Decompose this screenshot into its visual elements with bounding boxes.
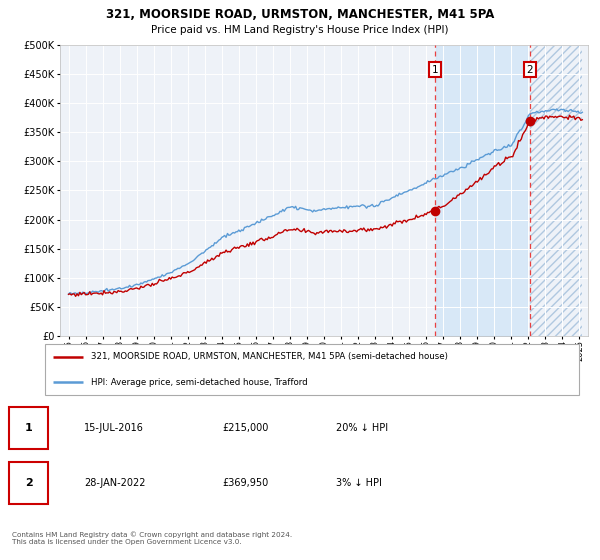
Text: 3% ↓ HPI: 3% ↓ HPI	[336, 478, 382, 488]
FancyBboxPatch shape	[45, 344, 580, 395]
Text: 20% ↓ HPI: 20% ↓ HPI	[336, 423, 388, 433]
Text: £215,000: £215,000	[222, 423, 268, 433]
Text: £369,950: £369,950	[222, 478, 268, 488]
Text: 28-JAN-2022: 28-JAN-2022	[84, 478, 146, 488]
Text: 15-JUL-2016: 15-JUL-2016	[84, 423, 144, 433]
Text: Price paid vs. HM Land Registry's House Price Index (HPI): Price paid vs. HM Land Registry's House …	[151, 25, 449, 35]
FancyBboxPatch shape	[9, 463, 48, 504]
Text: 1: 1	[25, 423, 32, 433]
Text: Contains HM Land Registry data © Crown copyright and database right 2024.
This d: Contains HM Land Registry data © Crown c…	[12, 531, 292, 545]
Text: 1: 1	[432, 64, 439, 74]
Text: 2: 2	[526, 64, 533, 74]
Text: 321, MOORSIDE ROAD, URMSTON, MANCHESTER, M41 5PA: 321, MOORSIDE ROAD, URMSTON, MANCHESTER,…	[106, 8, 494, 21]
Text: 321, MOORSIDE ROAD, URMSTON, MANCHESTER, M41 5PA (semi-detached house): 321, MOORSIDE ROAD, URMSTON, MANCHESTER,…	[91, 352, 448, 361]
Text: 2: 2	[25, 478, 32, 488]
FancyBboxPatch shape	[9, 407, 48, 449]
Text: HPI: Average price, semi-detached house, Trafford: HPI: Average price, semi-detached house,…	[91, 378, 307, 387]
